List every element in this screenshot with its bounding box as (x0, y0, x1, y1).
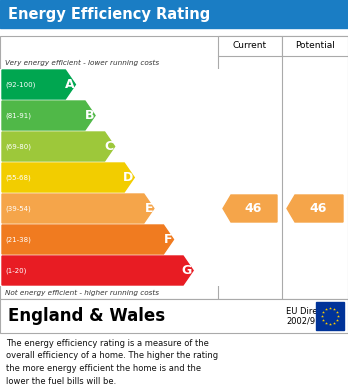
Bar (282, 36, 348, 56)
Text: Very energy efficient - lower running costs: Very energy efficient - lower running co… (5, 59, 159, 66)
Text: (92-100): (92-100) (5, 81, 35, 88)
Text: 46: 46 (244, 202, 261, 215)
Text: 46: 46 (309, 202, 326, 215)
Bar (0, 0, 348, 28)
Text: England & Wales: England & Wales (8, 307, 165, 325)
Text: E: E (144, 202, 153, 215)
Bar (218, 36, 282, 56)
Text: B: B (85, 109, 94, 122)
Text: C: C (104, 140, 114, 153)
Polygon shape (2, 70, 76, 99)
Polygon shape (2, 163, 134, 192)
Polygon shape (2, 194, 154, 223)
Text: (81-91): (81-91) (5, 112, 31, 119)
Text: G: G (182, 264, 192, 277)
Text: (69-80): (69-80) (5, 143, 31, 150)
Polygon shape (2, 101, 95, 130)
Text: (55-68): (55-68) (5, 174, 31, 181)
Bar (0, 36, 348, 299)
Text: (1-20): (1-20) (5, 267, 26, 274)
Text: Current: Current (233, 41, 267, 50)
Text: D: D (123, 171, 133, 184)
Polygon shape (287, 195, 343, 222)
Text: Energy Efficiency Rating: Energy Efficiency Rating (8, 7, 210, 22)
Text: The energy efficiency rating is a measure of the
overall efficiency of a home. T: The energy efficiency rating is a measur… (6, 339, 218, 386)
Text: Potential: Potential (295, 41, 335, 50)
Text: (39-54): (39-54) (5, 205, 31, 212)
Text: Not energy efficient - higher running costs: Not energy efficient - higher running co… (5, 289, 159, 296)
Text: 2002/91/EC: 2002/91/EC (286, 316, 334, 325)
Polygon shape (2, 132, 114, 161)
Polygon shape (2, 225, 174, 254)
Bar (0, 299, 348, 333)
Text: EU Directive: EU Directive (286, 307, 338, 316)
Text: (21-38): (21-38) (5, 236, 31, 243)
Text: A: A (65, 78, 74, 91)
Text: F: F (164, 233, 173, 246)
Polygon shape (2, 256, 193, 285)
Polygon shape (223, 195, 277, 222)
Bar (0, 69, 230, 286)
Bar (316, 302, 344, 330)
